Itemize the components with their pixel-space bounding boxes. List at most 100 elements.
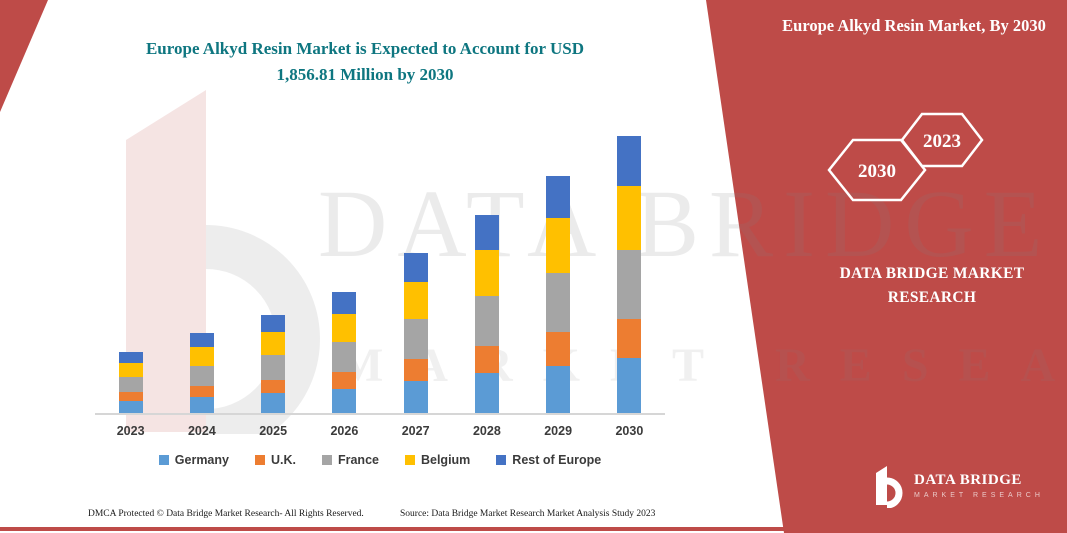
badge-2023-label: 2023	[923, 131, 961, 152]
segment-france	[617, 249, 642, 319]
stacked-bar-2023	[118, 352, 143, 413]
legend-item-germany: Germany	[158, 453, 229, 467]
legend-swatch	[404, 455, 415, 465]
segment-germany	[546, 365, 571, 413]
x-label-2023: 2023	[116, 424, 145, 438]
segment-u-k-	[189, 385, 214, 397]
legend-label: U.K.	[270, 453, 296, 467]
logo-name: DATA BRIDGE	[914, 471, 1022, 488]
red-corner-accent	[0, 0, 48, 112]
legend-label: Germany	[174, 453, 229, 467]
logo-tagline: MARKET RESEARCH	[914, 491, 1044, 499]
legend-item-rest-of-europe: Rest of Europe	[496, 453, 601, 467]
bar-slot-2026	[309, 120, 380, 413]
segment-france	[332, 341, 357, 372]
legend-swatch	[321, 455, 332, 465]
segment-germany	[118, 400, 143, 413]
x-label-2026: 2026	[330, 424, 359, 438]
segment-france	[261, 355, 286, 380]
stacked-bar-2025	[261, 314, 286, 413]
bar-slot-2030	[594, 120, 665, 413]
segment-u-k-	[546, 332, 571, 366]
year-badge-hexagons: 2030 2023	[827, 112, 984, 202]
chart-legend: Germany U.K. France Belgium Rest of Europe	[95, 453, 665, 467]
segment-germany	[474, 373, 499, 413]
segment-belgium	[474, 250, 499, 296]
segment-rest-of-europe	[332, 292, 357, 314]
bar-slot-2027	[380, 120, 451, 413]
stacked-bar-2026	[332, 292, 357, 413]
side-panel-title: Europe Alkyd Resin Market, By 2030	[782, 16, 1046, 35]
x-label-2024: 2024	[187, 424, 216, 438]
segment-u-k-	[403, 358, 428, 382]
segment-germany	[189, 396, 214, 413]
segment-u-k-	[118, 392, 143, 401]
segment-belgium	[261, 332, 286, 356]
segment-germany	[332, 388, 357, 413]
legend-swatch	[254, 455, 265, 465]
segment-belgium	[332, 313, 357, 342]
segment-germany	[617, 357, 642, 413]
legend-item-belgium: Belgium	[404, 453, 471, 467]
hexagon-2023-badge	[900, 112, 984, 168]
bar-slot-2028	[451, 120, 522, 413]
segment-germany	[403, 381, 428, 413]
x-label-2030: 2030	[615, 424, 644, 438]
segment-rest-of-europe	[403, 253, 428, 283]
data-bridge-logo-icon	[876, 466, 903, 508]
x-label-2029: 2029	[544, 424, 573, 438]
stacked-bar-2028	[474, 214, 499, 413]
stacked-bar-2027	[403, 253, 428, 413]
segment-rest-of-europe	[118, 352, 143, 364]
segment-germany	[261, 393, 286, 413]
segment-rest-of-europe	[261, 314, 286, 333]
segment-belgium	[617, 186, 642, 250]
x-label-2028: 2028	[472, 424, 501, 438]
legend-label: Rest of Europe	[512, 453, 602, 467]
segment-rest-of-europe	[546, 175, 571, 219]
segment-belgium	[118, 363, 143, 378]
stacked-bar-2030	[617, 136, 642, 413]
bar-slot-2029	[523, 120, 594, 413]
data-bridge-logo: DATA BRIDGE MARKET RESEARCH	[870, 462, 1044, 508]
segment-rest-of-europe	[189, 332, 214, 348]
legend-swatch	[496, 455, 507, 465]
chart-title: Europe Alkyd Resin Market is Expected to…	[145, 39, 585, 84]
segment-france	[118, 377, 143, 393]
source-note: Source: Data Bridge Market Research Mark…	[400, 509, 656, 519]
segment-rest-of-europe	[474, 214, 499, 251]
stacked-bar-2024	[189, 332, 214, 413]
segment-rest-of-europe	[617, 136, 642, 187]
segment-u-k-	[617, 318, 642, 358]
bar-slot-2023	[95, 120, 166, 413]
x-label-2025: 2025	[259, 424, 288, 438]
hexagon-2030-badge	[827, 138, 927, 202]
legend-item-france: France	[321, 453, 379, 467]
red-footer-strip	[0, 527, 1067, 531]
segment-france	[403, 318, 428, 359]
segment-france	[546, 272, 571, 333]
badge-2030-label: 2030	[858, 161, 896, 182]
x-axis-labels: 2023 2024 2025 2026 2027 2028 2029 2030	[95, 424, 665, 438]
segment-belgium	[546, 218, 571, 273]
segment-u-k-	[332, 371, 357, 389]
data-bridge-logo-text: DATA BRIDGE MARKET RESEARCH	[914, 472, 1044, 499]
legend-item-u-k-: U.K.	[254, 453, 296, 467]
segment-u-k-	[474, 345, 499, 374]
segment-france	[474, 295, 499, 346]
plot-area	[95, 120, 665, 415]
stacked-bar-2029	[546, 175, 571, 413]
segment-belgium	[189, 347, 214, 366]
legend-label: Belgium	[420, 453, 471, 467]
dmca-notice: DMCA Protected © Data Bridge Market Rese…	[88, 509, 364, 519]
segment-belgium	[403, 282, 428, 319]
x-label-2027: 2027	[401, 424, 430, 438]
bar-slot-2025	[238, 120, 309, 413]
bar-slot-2024	[166, 120, 237, 413]
segment-u-k-	[261, 379, 286, 394]
legend-label: France	[337, 453, 379, 467]
segment-france	[189, 365, 214, 386]
legend-swatch	[158, 455, 169, 465]
brand-text: DATA BRIDGE MARKET RESEARCH	[839, 265, 1025, 307]
